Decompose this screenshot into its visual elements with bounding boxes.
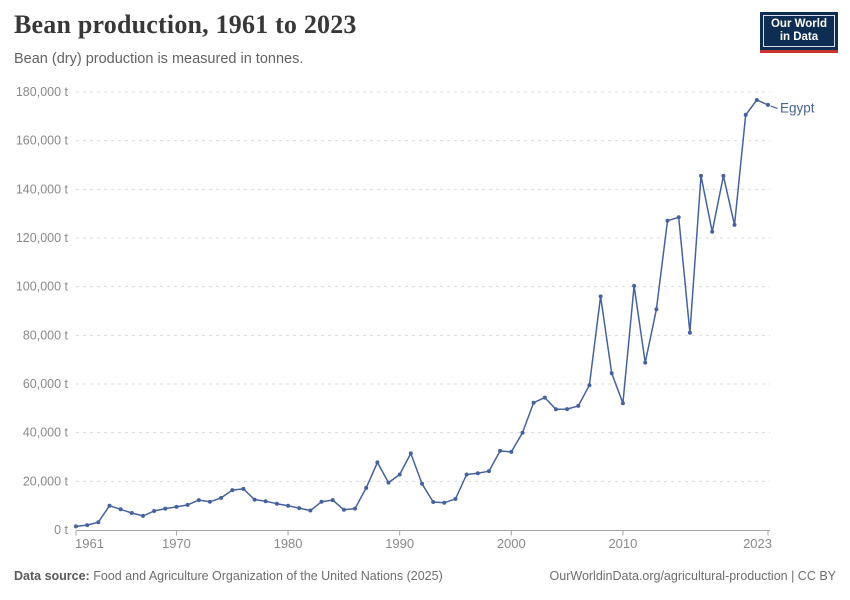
y-axis-tick-label: 100,000 t (16, 280, 69, 294)
data-point-marker[interactable] (598, 294, 603, 299)
page-title: Bean production, 1961 to 2023 (14, 10, 357, 39)
chart-footer: Data source: Food and Agriculture Organi… (0, 569, 850, 583)
x-axis-tick-label: 2023 (743, 536, 772, 551)
data-point-marker[interactable] (185, 502, 190, 507)
data-point-marker[interactable] (219, 495, 224, 500)
y-axis-tick-label: 160,000 t (16, 134, 69, 148)
data-point-marker[interactable] (85, 523, 90, 528)
x-axis-tick-label: 2010 (608, 536, 637, 551)
data-point-marker[interactable] (654, 307, 659, 312)
data-point-marker[interactable] (397, 472, 402, 477)
data-point-marker[interactable] (364, 485, 369, 490)
data-point-marker[interactable] (754, 98, 759, 102)
data-point-marker[interactable] (118, 507, 123, 512)
data-point-marker[interactable] (475, 471, 480, 476)
data-point-marker[interactable] (74, 524, 78, 529)
data-point-marker[interactable] (96, 520, 101, 525)
data-point-marker[interactable] (587, 383, 592, 388)
y-axis-tick-label: 60,000 t (23, 377, 69, 391)
data-point-marker[interactable] (163, 506, 168, 511)
data-point-marker[interactable] (509, 449, 514, 454)
data-point-marker[interactable] (710, 229, 715, 234)
data-point-marker[interactable] (141, 513, 145, 518)
data-point-marker[interactable] (553, 407, 558, 412)
data-point-marker[interactable] (442, 500, 447, 505)
x-axis-tick-label: 1990 (385, 536, 414, 551)
data-point-marker[interactable] (308, 508, 313, 513)
data-point-marker[interactable] (297, 506, 302, 511)
owid-logo[interactable]: Our World in Data (759, 12, 838, 53)
data-point-marker[interactable] (643, 360, 648, 365)
data-point-marker[interactable] (766, 102, 770, 107)
y-axis-tick-label: 140,000 t (16, 182, 69, 196)
data-point-marker[interactable] (498, 448, 503, 453)
data-point-marker[interactable] (129, 511, 134, 515)
data-point-marker[interactable] (230, 488, 235, 493)
data-point-marker[interactable] (330, 498, 335, 503)
x-axis-tick-label: 1980 (274, 536, 303, 551)
x-axis-tick-label: 1970 (162, 536, 191, 551)
data-point-marker[interactable] (531, 400, 536, 405)
data-point-marker[interactable] (743, 112, 748, 117)
chart-subtitle: Bean (dry) production is measured in ton… (14, 51, 304, 67)
data-point-marker[interactable] (152, 509, 157, 513)
data-point-marker[interactable] (732, 222, 737, 227)
data-point-marker[interactable] (263, 499, 268, 504)
data-point-marker[interactable] (319, 499, 324, 504)
data-source-text: Food and Agriculture Organization of the… (93, 569, 443, 583)
data-point-marker[interactable] (408, 451, 413, 456)
series-label-connector (770, 105, 778, 109)
series-line-egypt[interactable] (75, 99, 769, 528)
y-axis-tick-label: 120,000 t (16, 231, 69, 245)
y-axis-tick-label: 80,000 t (23, 328, 69, 342)
data-point-marker[interactable] (286, 503, 291, 508)
data-point-marker[interactable] (196, 498, 201, 503)
series-end-label[interactable]: Egypt (780, 100, 815, 115)
y-axis-tick-label: 40,000 t (23, 426, 69, 440)
data-point-marker[interactable] (665, 218, 670, 223)
y-axis-tick-label: 0 t (54, 523, 68, 537)
data-point-marker[interactable] (431, 500, 436, 504)
x-axis-tick-label: 1961 (75, 536, 104, 551)
data-point-marker[interactable] (542, 395, 547, 400)
data-point-marker[interactable] (420, 481, 424, 486)
data-point-marker[interactable] (107, 503, 112, 508)
data-source: Data source: Food and Agriculture Organi… (14, 569, 443, 583)
data-point-marker[interactable] (565, 407, 570, 412)
data-point-marker[interactable] (174, 504, 179, 509)
data-point-marker[interactable] (687, 330, 692, 335)
data-point-marker[interactable] (676, 215, 681, 220)
owid-logo-text: Our World in Data (762, 15, 835, 47)
data-point-marker[interactable] (453, 496, 458, 501)
data-point-marker[interactable] (353, 506, 357, 511)
data-point-marker[interactable] (609, 371, 614, 376)
y-axis-tick-label: 180,000 t (16, 85, 69, 99)
data-point-marker[interactable] (620, 401, 625, 406)
data-point-marker[interactable] (252, 497, 257, 502)
data-point-marker[interactable] (241, 486, 246, 491)
data-point-marker[interactable] (341, 507, 346, 512)
data-point-marker[interactable] (487, 469, 491, 474)
data-point-marker[interactable] (632, 283, 637, 288)
data-point-marker[interactable] (386, 480, 391, 485)
data-source-label: Data source: (14, 569, 90, 583)
data-point-marker[interactable] (576, 403, 581, 408)
x-axis-tick-label: 2000 (497, 536, 526, 551)
data-point-marker[interactable] (274, 501, 279, 506)
data-point-marker[interactable] (464, 472, 469, 477)
data-point-marker[interactable] (721, 173, 726, 178)
footer-link[interactable]: OurWorldinData.org/agricultural-producti… (549, 569, 836, 583)
data-point-marker[interactable] (375, 460, 380, 465)
data-point-marker[interactable] (207, 499, 212, 504)
data-point-marker[interactable] (520, 430, 525, 435)
data-point-marker[interactable] (699, 173, 703, 178)
y-axis-tick-label: 20,000 t (23, 474, 69, 488)
